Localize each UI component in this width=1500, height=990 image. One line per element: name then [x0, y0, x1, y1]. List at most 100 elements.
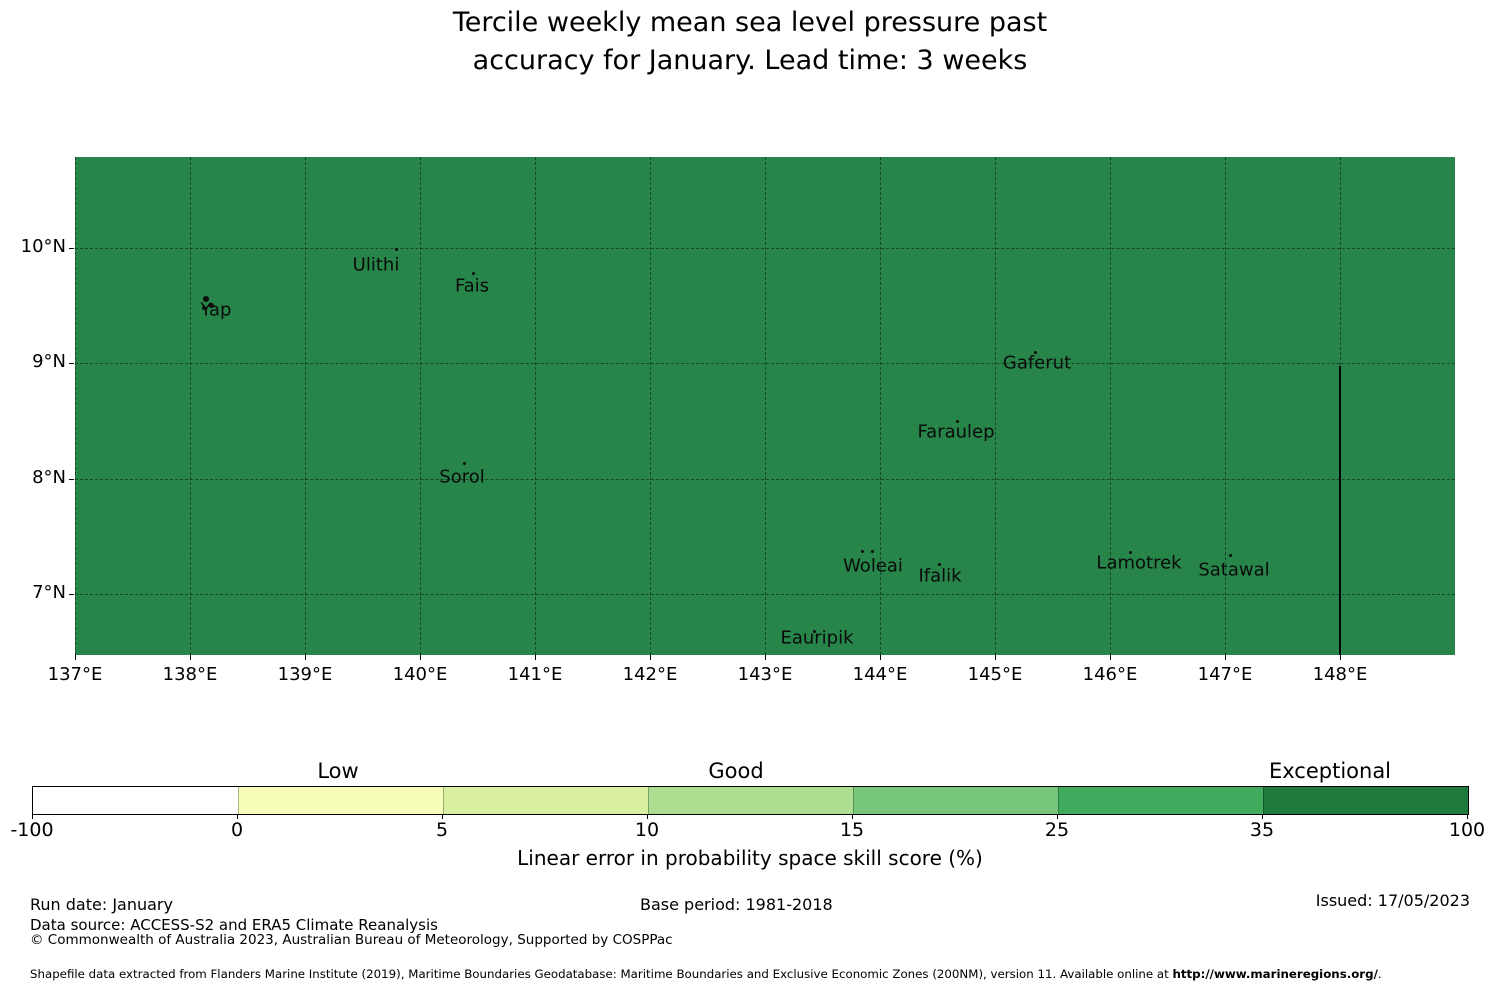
gridline-horizontal	[75, 363, 1455, 365]
x-tick-label: 144°E	[852, 664, 908, 685]
island-dot	[860, 549, 864, 553]
island-dot	[812, 629, 816, 633]
x-tick-mark	[880, 655, 881, 660]
y-tick-mark	[69, 478, 74, 480]
gridline-horizontal	[75, 478, 1455, 480]
island-dot	[937, 562, 941, 566]
island-label: Yap	[200, 299, 232, 321]
island-label: Lamotrek	[1096, 552, 1182, 574]
colorbar-segment	[853, 787, 1058, 814]
colorbar-tick-label: 5	[435, 819, 449, 841]
colorbar-tick-mark	[442, 814, 443, 819]
island-dot	[471, 271, 475, 275]
colorbar-segment	[648, 787, 853, 814]
colorbar-tick-mark	[237, 814, 238, 819]
y-tick-mark	[69, 248, 74, 249]
y-tick-mark	[69, 593, 74, 595]
island-dot	[203, 296, 209, 302]
x-tick-mark	[650, 655, 651, 660]
island-dot	[462, 461, 466, 465]
island-label: Gaferut	[1002, 352, 1072, 374]
colorbar-segment	[1058, 787, 1263, 814]
x-tick-label: 140°E	[392, 664, 448, 685]
gridline-vertical	[880, 157, 881, 655]
x-tick-mark	[75, 655, 76, 660]
colorbar-tick-label: 15	[839, 819, 865, 841]
gridline-horizontal	[75, 593, 1455, 595]
gridline-vertical	[305, 157, 306, 655]
x-tick-label: 141°E	[507, 664, 563, 685]
copyright-text: © Commonwealth of Australia 2023, Austra…	[30, 932, 673, 948]
island-dot	[1228, 553, 1232, 557]
x-tick-mark	[305, 655, 306, 660]
x-tick-mark	[1225, 655, 1226, 660]
island-dot	[870, 549, 874, 553]
island-label: Eauripik	[780, 627, 854, 649]
issued-date-text: Issued: 17/05/2023	[1315, 891, 1470, 910]
y-tick-label: 8°N	[32, 466, 66, 488]
island-label: Ulithi	[352, 254, 400, 276]
colorbar-category-label-low: Low	[317, 759, 359, 783]
island-dot	[955, 419, 959, 423]
island-label: Faraulep	[917, 421, 995, 443]
colorbar-tick-label: 10	[634, 819, 660, 841]
page-title: Tercile weekly mean sea level pressure p…	[452, 7, 1048, 77]
shapefile-attribution-url: http://www.marineregions.org/	[1172, 967, 1378, 981]
data-source-text: Data source: ACCESS-S2 and ERA5 Climate …	[30, 916, 438, 934]
island-label: Woleai	[843, 555, 903, 577]
colorbar-tick-label: 35	[1249, 819, 1275, 841]
x-tick-label: 148°E	[1312, 664, 1368, 685]
x-tick-label: 145°E	[967, 664, 1023, 685]
gridline-horizontal	[75, 248, 1455, 249]
colorbar-tick-label: 100	[1448, 819, 1486, 841]
x-tick-mark	[1340, 655, 1341, 660]
island-dot	[208, 302, 214, 308]
x-tick-mark	[190, 655, 191, 660]
gridline-vertical	[765, 157, 766, 655]
x-tick-mark	[995, 655, 996, 660]
island-dot	[202, 306, 206, 310]
island-dot	[394, 247, 398, 251]
island-label: Fais	[454, 275, 490, 297]
colorbar-tick-mark	[1057, 814, 1058, 819]
colorbar-axis-label: Linear error in probability space skill …	[517, 846, 983, 870]
x-tick-label: 137°E	[47, 664, 103, 685]
x-tick-label: 142°E	[622, 664, 678, 685]
colorbar-category-label-exceptional: Exceptional	[1268, 759, 1392, 783]
colorbar-tick-mark	[647, 814, 648, 819]
colorbar-tick-label: 0	[230, 819, 244, 841]
y-tick-label: 9°N	[32, 351, 66, 373]
x-tick-mark	[1110, 655, 1111, 660]
colorbar-segment	[238, 787, 443, 814]
gridline-vertical	[650, 157, 651, 655]
colorbar-tick-mark	[1262, 814, 1263, 819]
gridline-vertical	[1110, 157, 1111, 655]
island-label: Satawal	[1198, 559, 1270, 581]
shapefile-attribution-suffix: .	[1377, 967, 1382, 981]
map-plot-area: Yap Ulithi Fais Sorol Gaferut Faraulep Woleai I…	[75, 157, 1455, 655]
x-tick-mark	[535, 655, 536, 660]
island-dot	[1128, 550, 1132, 554]
x-tick-label: 143°E	[737, 664, 793, 685]
colorbar	[32, 786, 1469, 815]
x-tick-mark	[765, 655, 766, 660]
gridline-vertical	[995, 157, 996, 655]
colorbar-category-label-good: Good	[708, 759, 764, 783]
y-tick-label: 10°N	[20, 236, 66, 257]
colorbar-tick-label: 25	[1044, 819, 1070, 841]
shapefile-attribution-prefix: Shapefile data extracted from Flanders M…	[30, 967, 1173, 981]
gridline-vertical	[75, 157, 76, 655]
island-label: Sorol	[439, 466, 485, 488]
colorbar-tick-label: -100	[10, 819, 54, 841]
colorbar-segment	[33, 787, 238, 814]
base-period-text: Base period: 1981-2018	[640, 895, 833, 914]
colorbar-tick-mark	[32, 814, 33, 819]
x-tick-label: 139°E	[277, 664, 333, 685]
gridline-vertical	[190, 157, 191, 655]
colorbar-tick-mark	[852, 814, 853, 819]
eez-boundary-line	[1339, 366, 1341, 655]
gridline-vertical	[420, 157, 421, 655]
x-tick-mark	[420, 655, 421, 660]
x-tick-label: 147°E	[1197, 664, 1253, 685]
x-tick-label: 138°E	[162, 664, 218, 685]
